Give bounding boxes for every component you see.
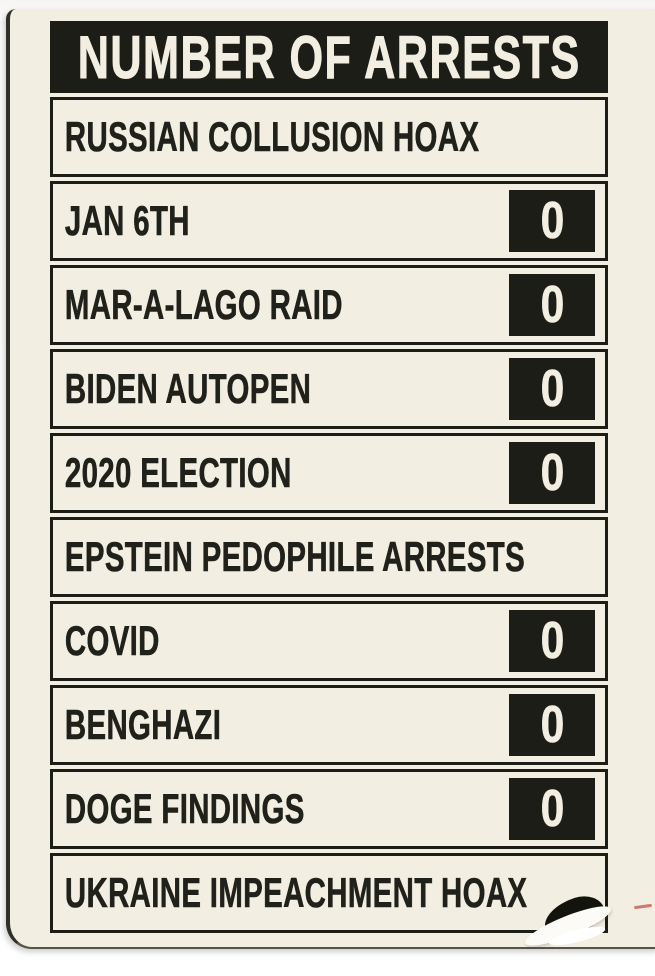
table-row: BIDEN AUTOPEN 0 (50, 349, 608, 429)
count-value: 0 (540, 192, 564, 250)
row-label: BENGHAZI (64, 701, 222, 749)
count-value: 0 (540, 276, 564, 334)
table-row: DOGE FINDINGS 0 (50, 769, 608, 849)
arrests-table: NUMBER OF ARRESTS RUSSIAN COLLUSION HOAX… (50, 21, 608, 933)
count-value: 0 (540, 360, 564, 418)
table-row: RUSSIAN COLLUSION HOAX 0 (50, 97, 608, 177)
count-badge: 0 (509, 358, 595, 420)
count-value: 0 (540, 444, 564, 502)
table-row: UKRAINE IMPEACHMENT HOAX 0 (50, 853, 608, 933)
count-badge: 0 (509, 610, 595, 672)
count-value: 0 (540, 696, 564, 754)
row-label: 2020 ELECTION (64, 449, 292, 497)
row-label: BIDEN AUTOPEN (64, 365, 312, 413)
table-row: JAN 6TH 0 (50, 181, 608, 261)
row-label: RUSSIAN COLLUSION HOAX (64, 113, 480, 161)
row-label: EPSTEIN PEDOPHILE ARRESTS (64, 533, 526, 581)
page-title: NUMBER OF ARRESTS (77, 23, 581, 91)
table-row: COVID 0 (50, 601, 608, 681)
count-badge: 0 (509, 778, 595, 840)
count-badge: 0 (509, 190, 595, 252)
count-badge: 0 (509, 442, 595, 504)
count-badge: 0 (509, 694, 595, 756)
count-value: 0 (540, 780, 564, 838)
table-row: 2020 ELECTION 0 (50, 433, 608, 513)
table-header: NUMBER OF ARRESTS (50, 21, 608, 93)
count-badge: 0 (509, 274, 595, 336)
table-row: BENGHAZI 0 (50, 685, 608, 765)
table-row: MAR-A-LAGO RAID 0 (50, 265, 608, 345)
row-label: MAR-A-LAGO RAID (64, 281, 343, 329)
row-label: JAN 6TH (64, 197, 190, 245)
row-label: UKRAINE IMPEACHMENT HOAX (64, 869, 528, 917)
poster-card: NUMBER OF ARRESTS RUSSIAN COLLUSION HOAX… (6, 9, 655, 949)
row-label: COVID (64, 617, 160, 665)
row-label: DOGE FINDINGS (64, 785, 305, 833)
count-value: 0 (540, 612, 564, 670)
table-row: EPSTEIN PEDOPHILE ARRESTS 0 (50, 517, 608, 597)
